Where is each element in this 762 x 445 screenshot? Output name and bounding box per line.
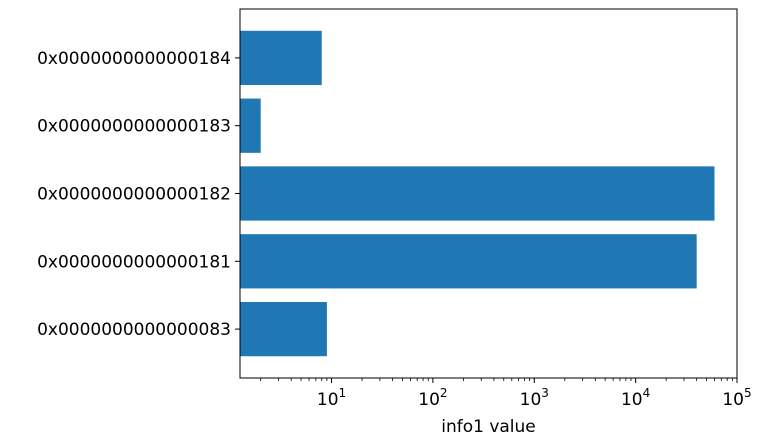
bar — [240, 30, 322, 86]
x-tick-label: 104 — [621, 386, 650, 410]
y-tick-label: 0x0000000000000182 — [37, 185, 231, 205]
bar — [240, 166, 715, 221]
x-axis-label: info1 value — [441, 417, 536, 437]
y-axis: 0x0000000000000083 0x0000000000000181 0x00… — [37, 49, 240, 340]
y-tick-label: 0x0000000000000183 — [37, 117, 231, 137]
y-tick-label: 0x0000000000000184 — [37, 49, 231, 69]
x-tick-label: 103 — [520, 386, 549, 410]
bar — [240, 234, 697, 289]
x-tick-label: 105 — [722, 386, 751, 410]
bar — [240, 301, 327, 357]
bars-group — [240, 30, 715, 357]
bar — [240, 98, 261, 153]
x-tick-label: 101 — [317, 386, 346, 410]
x-tick-label: 102 — [418, 386, 447, 410]
y-tick-label: 0x0000000000000181 — [37, 252, 231, 272]
x-axis: 101 102 103 104 105 — [260, 378, 752, 410]
y-tick-label: 0x0000000000000083 — [37, 320, 231, 340]
